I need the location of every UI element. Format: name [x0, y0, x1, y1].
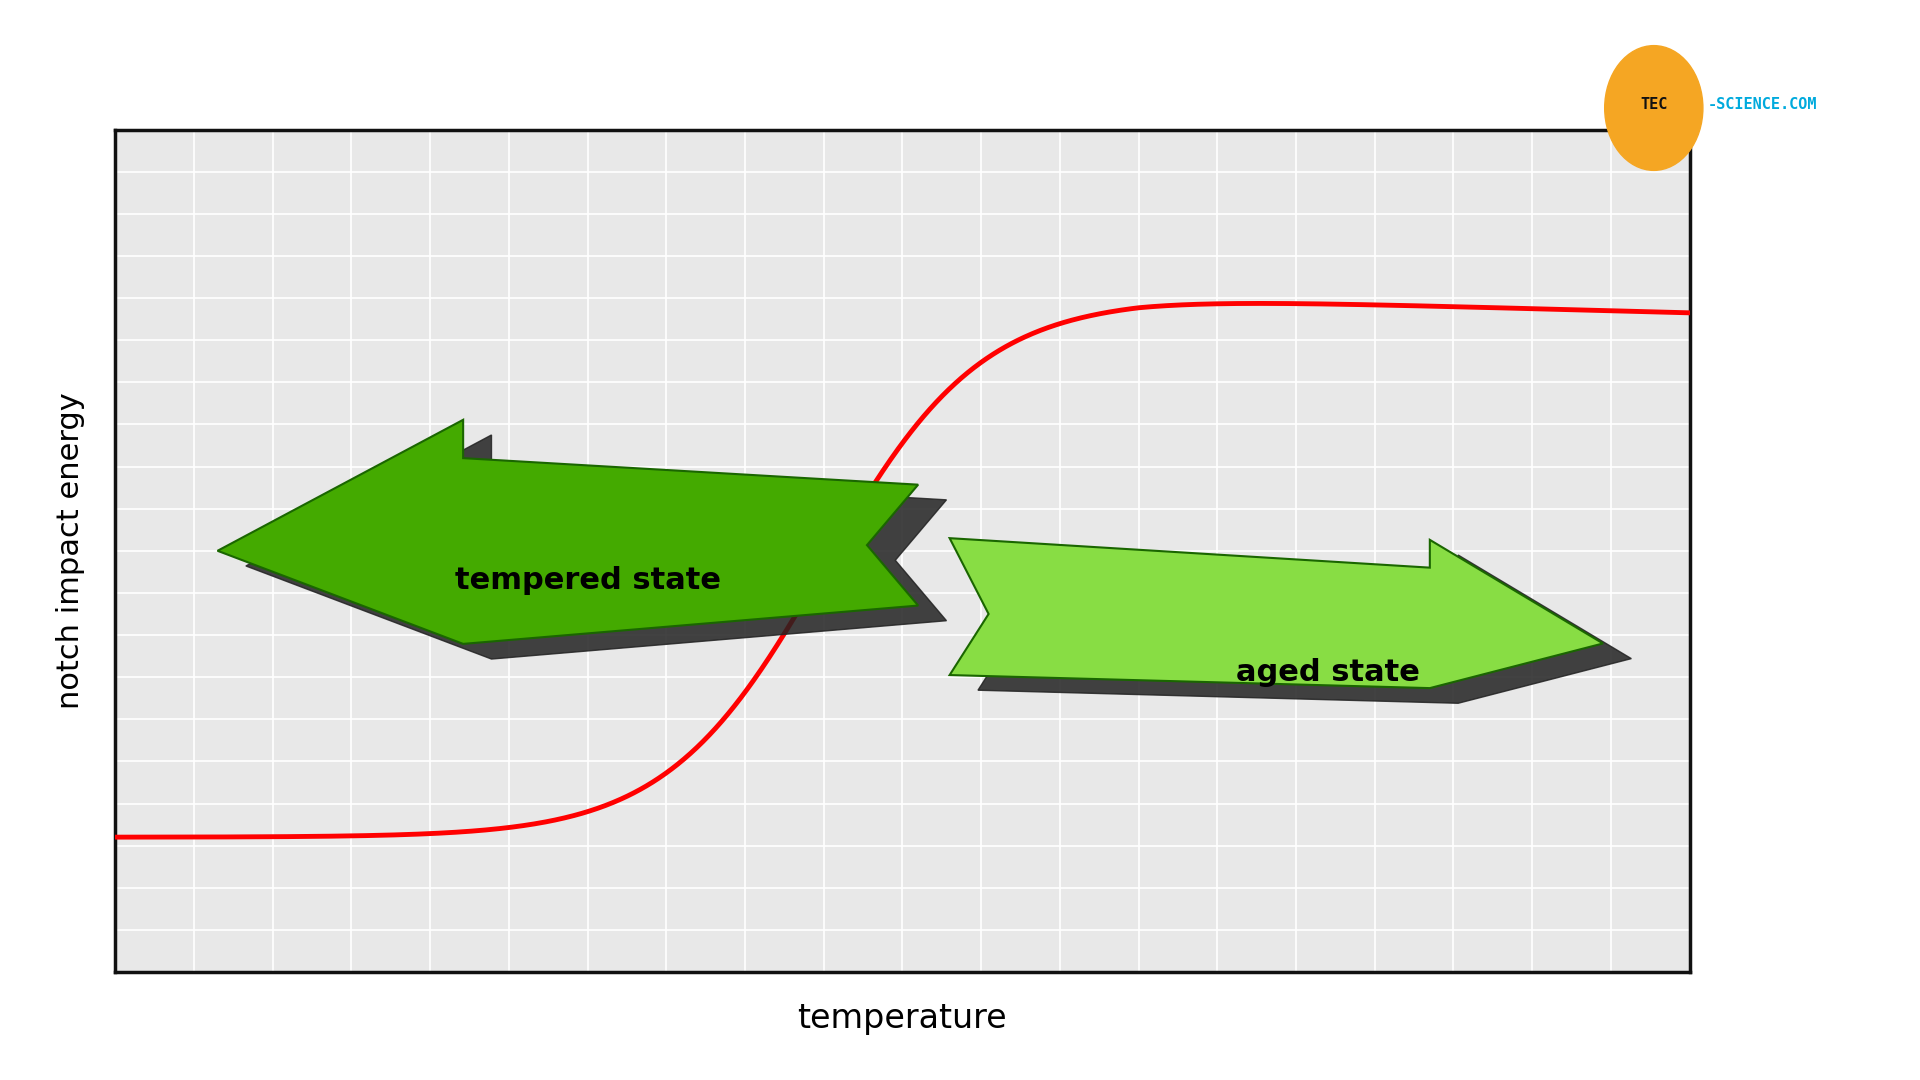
Polygon shape	[977, 553, 1632, 703]
Text: TEC: TEC	[1640, 97, 1667, 111]
Circle shape	[1605, 45, 1703, 171]
Text: -SCIENCE.COM: -SCIENCE.COM	[1707, 97, 1816, 111]
Polygon shape	[950, 538, 1603, 688]
Polygon shape	[246, 435, 947, 659]
Polygon shape	[217, 420, 918, 644]
Text: tempered state: tempered state	[455, 566, 720, 595]
Y-axis label: notch impact energy: notch impact energy	[56, 392, 84, 710]
Text: aged state: aged state	[1236, 659, 1419, 688]
X-axis label: temperature: temperature	[797, 1002, 1008, 1035]
